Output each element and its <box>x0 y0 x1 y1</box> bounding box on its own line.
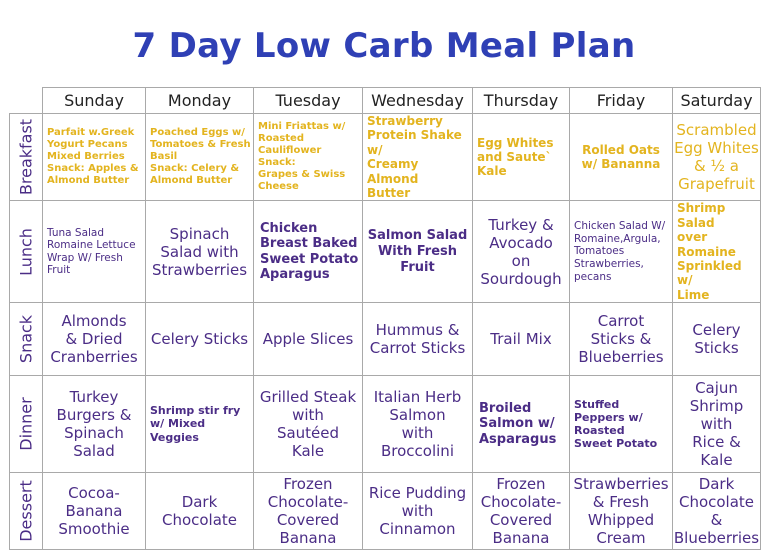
cell-lunch-thursday: Turkey & Avocado on Sourdough <box>472 200 570 304</box>
cell-dessert-wednesday: Rice Pudding with Cinnamon <box>362 472 473 550</box>
table-row-snack: Snack Almonds & Dried Cranberries Celery… <box>9 302 761 377</box>
cell-snack-sunday: Almonds & Dried Cranberries <box>42 302 146 377</box>
day-header-saturday: Saturday <box>672 87 761 114</box>
cell-dessert-friday: Strawberries & Fresh Whipped Cream <box>569 472 673 550</box>
cell-dinner-saturday: Cajun Shrimp with Rice & Kale <box>672 375 761 474</box>
corner-cell <box>9 87 43 114</box>
cell-breakfast-monday: Poached Eggs w/ Tomatoes & Fresh Basil S… <box>145 112 254 202</box>
cell-lunch-saturday: Shrimp Salad over Romaine Sprinkled w/ L… <box>672 200 761 304</box>
cell-breakfast-thursday: Egg Whites and Saute` Kale <box>472 112 570 202</box>
cell-lunch-monday: Spinach Salad with Strawberries <box>145 200 254 304</box>
cell-dinner-friday: Stuffed Peppers w/ Roasted Sweet Potato <box>569 375 673 474</box>
meal-label-lunch: Lunch <box>9 200 43 304</box>
table-row-lunch: Lunch Tuna Salad Romaine Lettuce Wrap W/… <box>9 200 761 304</box>
cell-dinner-monday: Shrimp stir fry w/ Mixed Veggies <box>145 375 254 474</box>
table-row-dessert: Dessert Cocoa- Banana Smoothie Dark Choc… <box>9 472 761 550</box>
cell-dessert-thursday: Frozen Chocolate- Covered Banana <box>472 472 570 550</box>
meal-label-breakfast: Breakfast <box>9 112 43 202</box>
cell-snack-friday: Carrot Sticks & Blueberries <box>569 302 673 377</box>
cell-snack-tuesday: Apple Slices <box>253 302 363 377</box>
day-header-tuesday: Tuesday <box>253 87 363 114</box>
day-header-monday: Monday <box>145 87 254 114</box>
cell-snack-saturday: Celery Sticks <box>672 302 761 377</box>
cell-breakfast-sunday: Parfait w.Greek Yogurt Pecans Mixed Berr… <box>42 112 146 202</box>
day-header-wednesday: Wednesday <box>362 87 473 114</box>
day-header-thursday: Thursday <box>472 87 570 114</box>
page-title: 7 Day Low Carb Meal Plan <box>132 26 636 66</box>
cell-breakfast-saturday: Scrambled Egg Whites & ½ a Grapefruit <box>672 112 761 202</box>
table-row-dinner: Dinner Turkey Burgers & Spinach Salad Sh… <box>9 375 761 474</box>
cell-dinner-sunday: Turkey Burgers & Spinach Salad <box>42 375 146 474</box>
day-header-friday: Friday <box>569 87 673 114</box>
cell-dessert-tuesday: Frozen Chocolate- Covered Banana <box>253 472 363 550</box>
cell-lunch-sunday: Tuna Salad Romaine Lettuce Wrap W/ Fresh… <box>42 200 146 304</box>
cell-lunch-wednesday: Salmon Salad With Fresh Fruit <box>362 200 473 304</box>
cell-dessert-monday: Dark Chocolate <box>145 472 254 550</box>
meal-label-dessert: Dessert <box>9 472 43 550</box>
cell-dinner-wednesday: Italian Herb Salmon with Broccolini <box>362 375 473 474</box>
meal-label-dinner: Dinner <box>9 375 43 474</box>
cell-snack-thursday: Trail Mix <box>472 302 570 377</box>
cell-breakfast-wednesday: Strawberry Protein Shake w/ Creamy Almon… <box>362 112 473 202</box>
cell-breakfast-friday: Rolled Oats w/ Bananna <box>569 112 673 202</box>
cell-dessert-saturday: Dark Chocolate & Blueberries <box>672 472 761 550</box>
table-row-breakfast: Breakfast Parfait w.Greek Yogurt Pecans … <box>9 112 761 202</box>
cell-dinner-thursday: Broiled Salmon w/ Asparagus <box>472 375 570 474</box>
meal-label-snack: Snack <box>9 302 43 377</box>
cell-snack-wednesday: Hummus & Carrot Sticks <box>362 302 473 377</box>
cell-lunch-tuesday: Chicken Breast Baked Sweet Potato Aparag… <box>253 200 363 304</box>
header-row: Sunday Monday Tuesday Wednesday Thursday… <box>9 87 761 114</box>
day-header-sunday: Sunday <box>42 87 146 114</box>
cell-dessert-sunday: Cocoa- Banana Smoothie <box>42 472 146 550</box>
meal-plan-table: Sunday Monday Tuesday Wednesday Thursday… <box>9 87 761 550</box>
cell-snack-monday: Celery Sticks <box>145 302 254 377</box>
cell-dinner-tuesday: Grilled Steak with Sautéed Kale <box>253 375 363 474</box>
cell-breakfast-tuesday: Mini Friattas w/ Roasted Cauliflower Sna… <box>253 112 363 202</box>
cell-lunch-friday: Chicken Salad W/ Romaine,Argula, Tomatoe… <box>569 200 673 304</box>
